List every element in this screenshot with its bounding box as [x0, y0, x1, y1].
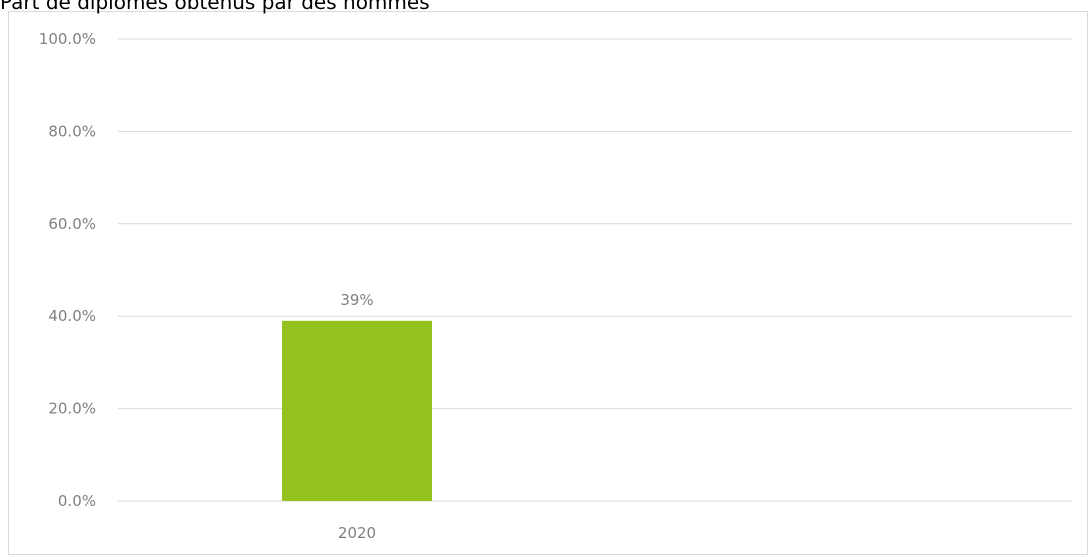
y-tick-label: 80.0% — [48, 122, 96, 140]
y-tick-label: 20.0% — [48, 400, 96, 418]
bars — [282, 320, 432, 501]
y-tick-label: 40.0% — [48, 307, 96, 325]
data-label: 39% — [340, 291, 373, 309]
x-tick-label: 2020 — [338, 524, 376, 542]
chart-frame — [8, 11, 1088, 555]
gridlines — [118, 38, 1072, 502]
bar — [282, 320, 432, 501]
chart-title: Part de diplômes obtenus par des hommes — [0, 0, 430, 14]
data-labels: 39% — [340, 291, 373, 309]
x-axis-ticks: 2020 — [338, 524, 376, 542]
y-axis-ticks: 0.0% 20.0% 40.0% 60.0% 80.0% 100.0% — [39, 30, 96, 510]
y-tick-label: 0.0% — [58, 492, 96, 510]
y-tick-label: 60.0% — [48, 215, 96, 233]
y-tick-label: 100.0% — [39, 30, 96, 48]
